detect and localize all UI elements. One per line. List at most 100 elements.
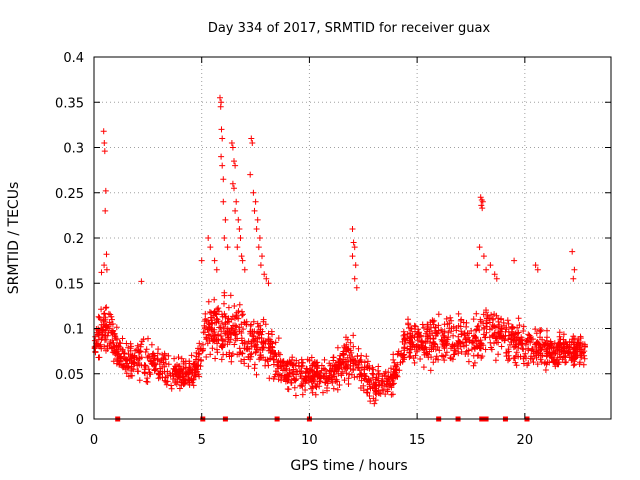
- data-point: [221, 289, 228, 296]
- data-point: [330, 385, 337, 392]
- data-point: [219, 162, 226, 169]
- chart-title: Day 334 of 2017, SRMTID for receiver gua…: [208, 21, 491, 36]
- data-point: [131, 360, 138, 367]
- data-point: [309, 383, 316, 390]
- data-point: [408, 326, 415, 332]
- data-point: [488, 346, 495, 353]
- data-point: [146, 369, 153, 376]
- data-point: [249, 140, 256, 146]
- data-point: [296, 368, 303, 375]
- data-point: [112, 350, 119, 357]
- data-point: [102, 314, 109, 321]
- data-point: [194, 363, 201, 369]
- data-point: [252, 335, 259, 342]
- data-point: [256, 235, 263, 241]
- data-point: [343, 370, 350, 377]
- data-point: [220, 198, 227, 205]
- data-point: [495, 330, 502, 337]
- data-point: [483, 329, 490, 336]
- data-point: [338, 372, 345, 379]
- data-point: [237, 235, 244, 241]
- data-point: [362, 373, 369, 380]
- data-point: [434, 330, 441, 337]
- data-point: [520, 346, 527, 353]
- data-point: [527, 339, 534, 346]
- data-point: [277, 372, 284, 379]
- data-point: [580, 361, 587, 368]
- data-point: [436, 347, 443, 354]
- data-point: [420, 324, 427, 331]
- data-point: [123, 363, 130, 370]
- data-point: [565, 344, 572, 351]
- data-point: [321, 356, 328, 363]
- data-point: [257, 352, 264, 359]
- data-point: [351, 244, 358, 251]
- data-point: [506, 355, 513, 362]
- data-point: [375, 375, 382, 382]
- data-point: [470, 362, 477, 369]
- data-point: [148, 358, 155, 365]
- data-point: [190, 382, 197, 389]
- data-point: [503, 349, 510, 356]
- data-point: [111, 331, 118, 338]
- data-point: [481, 334, 488, 341]
- data-point: [304, 356, 311, 363]
- data-point: [186, 377, 193, 384]
- data-point: [208, 309, 215, 316]
- data-point: [288, 379, 294, 386]
- data-point: [310, 376, 317, 383]
- data-point: [544, 327, 550, 334]
- data-point: [441, 328, 448, 335]
- data-point: [355, 365, 362, 371]
- data-point: [214, 340, 221, 347]
- data-point: [296, 362, 302, 369]
- x-tick-label: 10: [301, 433, 318, 448]
- data-point: [393, 372, 400, 379]
- data-point: [110, 339, 117, 346]
- data-point: [524, 362, 531, 369]
- data-point: [574, 344, 581, 351]
- data-point: [265, 362, 272, 369]
- data-point: [478, 354, 485, 361]
- data-point: [342, 345, 349, 352]
- data-point: [101, 262, 108, 269]
- data-point: [206, 309, 213, 315]
- data-point: [215, 305, 222, 312]
- data-point: [309, 389, 316, 396]
- data-point: [475, 352, 482, 359]
- data-point: [524, 335, 531, 342]
- data-point: [554, 361, 561, 368]
- data-point: [542, 367, 549, 373]
- data-point: [298, 368, 305, 374]
- data-point: [241, 356, 248, 363]
- data-point: [424, 326, 431, 333]
- data-point: [103, 336, 110, 343]
- data-point: [546, 350, 553, 357]
- data-point: [420, 364, 427, 371]
- data-point: [221, 235, 228, 241]
- data-point: [254, 329, 261, 336]
- data-point: [556, 346, 563, 353]
- data-point: [95, 354, 102, 361]
- data-point: [203, 335, 210, 342]
- data-point: [371, 400, 378, 407]
- data-point: [492, 357, 499, 364]
- data-point: [201, 322, 208, 329]
- data-point: [239, 257, 246, 264]
- data-point: [113, 324, 120, 331]
- data-point: [463, 323, 470, 330]
- data-point: [100, 128, 107, 135]
- data-point: [390, 366, 397, 373]
- data-point: [182, 364, 189, 371]
- data-point: [390, 380, 397, 387]
- data-point: [254, 320, 261, 327]
- data-point: [289, 354, 296, 361]
- data-point: [570, 341, 577, 348]
- data-point: [513, 349, 520, 356]
- data-point: [495, 351, 502, 358]
- data-point: [328, 376, 335, 383]
- data-point: [226, 329, 233, 336]
- data-point: [217, 94, 223, 101]
- data-point: [404, 345, 411, 352]
